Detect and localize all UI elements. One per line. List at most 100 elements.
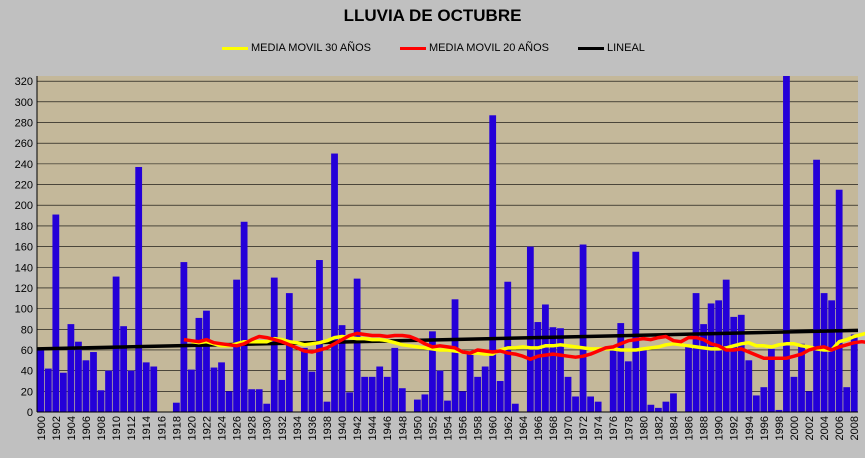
- x-tick-label: 1992: [729, 416, 741, 440]
- x-tick-label: 1964: [518, 416, 530, 440]
- x-tick-label: 2000: [789, 416, 801, 440]
- x-tick-label: 1936: [307, 416, 319, 440]
- bar: [82, 360, 90, 412]
- bar: [805, 391, 813, 412]
- y-tick-label: 280: [15, 118, 33, 130]
- x-tick-label: 1978: [623, 416, 635, 440]
- y-tick-label: 60: [21, 345, 33, 357]
- bar: [210, 367, 218, 412]
- bar: [67, 324, 75, 412]
- bar: [850, 334, 858, 412]
- legend-item-media-movil-30: MEDIA MOVIL 30 AÑOS: [222, 42, 371, 54]
- x-tick-label: 1954: [443, 416, 455, 440]
- bar: [655, 407, 662, 412]
- bar: [496, 380, 504, 412]
- y-tick-label: 140: [15, 262, 33, 274]
- bar: [444, 400, 451, 412]
- bar: [368, 376, 376, 412]
- bar: [466, 354, 474, 412]
- legend-swatch-yellow: [222, 46, 248, 50]
- x-tick-label: 1912: [126, 416, 138, 440]
- x-tick-label: 1902: [51, 416, 63, 440]
- bar: [391, 347, 399, 412]
- y-tick-label: 200: [15, 200, 33, 212]
- x-tick-label: 1952: [427, 416, 439, 440]
- bar: [767, 348, 775, 412]
- bar: [203, 310, 210, 412]
- bar: [707, 303, 715, 412]
- bar: [474, 376, 482, 412]
- bar: [715, 300, 723, 412]
- bar: [624, 361, 632, 412]
- bar: [263, 403, 271, 412]
- y-tick-label: 320: [15, 76, 33, 88]
- x-tick-label: 1918: [171, 416, 183, 440]
- bar: [549, 327, 557, 412]
- x-tick-label: 1900: [36, 416, 48, 440]
- bar: [135, 166, 143, 412]
- bar: [813, 159, 820, 412]
- bar: [195, 317, 203, 412]
- x-tick-label: 1914: [141, 416, 153, 440]
- bar: [127, 370, 135, 412]
- x-tick-label: 2004: [819, 416, 831, 440]
- x-tick-label: 1982: [653, 416, 665, 440]
- x-tick-label: 1922: [201, 416, 213, 440]
- bar: [820, 293, 828, 412]
- bar: [240, 221, 248, 412]
- bar: [331, 153, 338, 413]
- x-tick-label: 2006: [834, 416, 846, 440]
- bar: [730, 316, 738, 412]
- y-tick-label: 120: [15, 283, 33, 295]
- x-tick-label: 1930: [262, 416, 274, 440]
- bar: [511, 403, 519, 412]
- legend-item-lineal: LINEAL: [578, 42, 645, 54]
- bar: [413, 399, 421, 412]
- bar: [278, 379, 286, 412]
- bar: [564, 376, 572, 412]
- chart-legend: MEDIA MOVIL 30 AÑOS MEDIA MOVIL 20 AÑOS …: [0, 42, 865, 58]
- bar: [376, 366, 384, 412]
- y-tick-label: 20: [21, 386, 33, 398]
- legend-label: MEDIA MOVIL 30 AÑOS: [251, 42, 372, 54]
- bar: [775, 409, 783, 412]
- bar: [59, 372, 67, 412]
- x-tick-label: 1980: [638, 416, 650, 440]
- bar: [760, 387, 768, 412]
- legend-label: LINEAL: [607, 42, 645, 54]
- bar: [436, 370, 444, 412]
- chart-title: LLUVIA DE OCTUBRE: [343, 6, 522, 25]
- y-tick-label: 100: [15, 304, 33, 316]
- bar: [188, 369, 195, 412]
- x-tick-label: 1966: [533, 416, 545, 440]
- bar: [685, 346, 692, 412]
- bar: [301, 347, 308, 412]
- bar: [150, 366, 158, 412]
- legend-swatch-black: [578, 46, 604, 50]
- bar: [52, 214, 60, 412]
- x-tick-label: 1910: [111, 416, 123, 440]
- bar: [579, 244, 587, 412]
- bar: [142, 362, 150, 412]
- bar: [534, 322, 542, 412]
- bar: [783, 76, 790, 412]
- x-tick-label: 2002: [804, 416, 816, 440]
- bar: [218, 362, 225, 412]
- bar: [285, 293, 293, 412]
- bar: [308, 371, 316, 412]
- bar: [421, 394, 429, 412]
- x-tick-label: 1988: [699, 416, 711, 440]
- trend-line-lineal: [36, 328, 859, 351]
- x-tick-label: 1926: [232, 416, 244, 440]
- bar: [526, 246, 534, 412]
- bar: [542, 304, 549, 412]
- legend-swatch-red: [400, 46, 426, 50]
- bar: [700, 324, 707, 412]
- x-tick-label: 1928: [247, 416, 259, 440]
- y-tick-label: 160: [15, 242, 33, 254]
- legend-item-media-movil-20: MEDIA MOVIL 20 AÑOS: [400, 42, 549, 54]
- bar: [361, 376, 369, 412]
- bar: [451, 299, 459, 412]
- bar: [90, 352, 97, 412]
- y-tick-label: 240: [15, 159, 33, 171]
